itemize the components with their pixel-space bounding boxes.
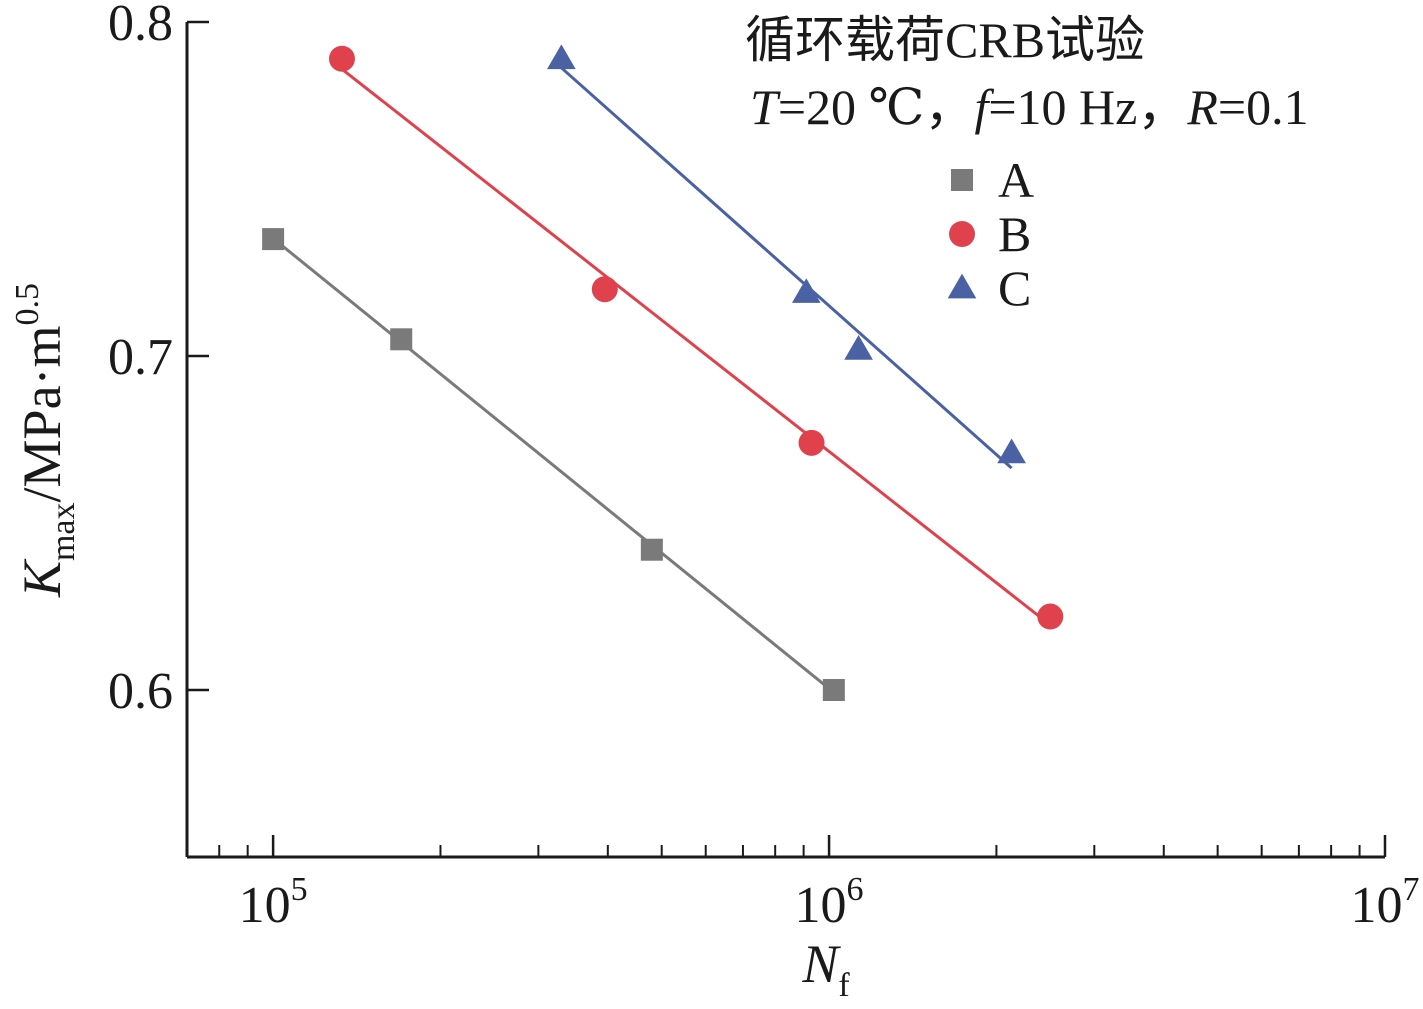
fit-line-b	[341, 67, 1052, 627]
legend-marker-c	[947, 273, 977, 299]
data-point-c	[547, 44, 576, 70]
legend-item-b: B	[949, 206, 1031, 262]
legend-marker-a	[951, 169, 973, 191]
x-tick-label: 107	[1351, 871, 1420, 934]
fit-line-a	[272, 237, 835, 694]
x-ticks: 105 106 107	[218, 835, 1420, 934]
y-axis-title-unit: /MPa·m	[12, 325, 72, 502]
series-layer	[262, 44, 1064, 701]
legend-label-a: A	[998, 152, 1034, 208]
data-point-b	[591, 276, 618, 303]
data-point-b	[328, 45, 355, 72]
data-point-a	[262, 228, 285, 251]
legend-item-a: A	[951, 152, 1034, 208]
data-point-c	[844, 334, 873, 360]
y-axis-title: Kmax/MPa·m0.5	[9, 283, 82, 598]
y-tick-label: 0.6	[108, 663, 173, 720]
annotation-t-symbol: T	[750, 79, 781, 135]
axes	[185, 22, 1385, 859]
data-point-a	[822, 679, 845, 701]
y-tick-label: 0.8	[108, 0, 173, 52]
legend-item-c: C	[947, 260, 1031, 316]
x-axis-title: Nf	[801, 934, 850, 1004]
data-point-b	[798, 429, 825, 456]
legend: ABC	[947, 152, 1034, 316]
annotation-r-symbol: R	[1186, 79, 1218, 135]
annotation-f-value: =10 Hz，	[988, 79, 1187, 135]
data-point-c	[997, 438, 1026, 464]
y-ticks: 0.6 0.7 0.8	[108, 0, 209, 720]
x-axis-title-main: N	[801, 934, 841, 994]
data-point-c	[791, 278, 821, 303]
fit-line-c	[560, 66, 1013, 470]
data-point-a	[390, 328, 413, 351]
data-point-b	[1037, 603, 1064, 630]
legend-label-b: B	[998, 206, 1031, 262]
series-c	[547, 44, 1026, 470]
x-tick-label: 106	[795, 871, 864, 934]
annotation-t-value: =20 ℃，	[778, 79, 975, 135]
y-axis-title-sup: 0.5	[9, 283, 46, 326]
x-axis-title-sub: f	[838, 967, 850, 1004]
series-a	[262, 228, 845, 701]
data-point-a	[640, 538, 663, 561]
y-tick-label: 0.7	[108, 329, 173, 386]
annotation-line-2: T=20 ℃，f=10 Hz，R=0.1	[750, 79, 1309, 135]
y-axis-title-sub: max	[45, 502, 82, 561]
annotation-line-1: 循环载荷CRB试验	[745, 12, 1145, 68]
legend-label-c: C	[998, 260, 1031, 316]
series-b	[328, 45, 1064, 630]
x-tick-label: 105	[239, 871, 308, 934]
y-axis-title-main: K	[12, 558, 72, 598]
annotation-r-value: =0.1	[1218, 79, 1309, 135]
legend-marker-b	[949, 221, 975, 247]
